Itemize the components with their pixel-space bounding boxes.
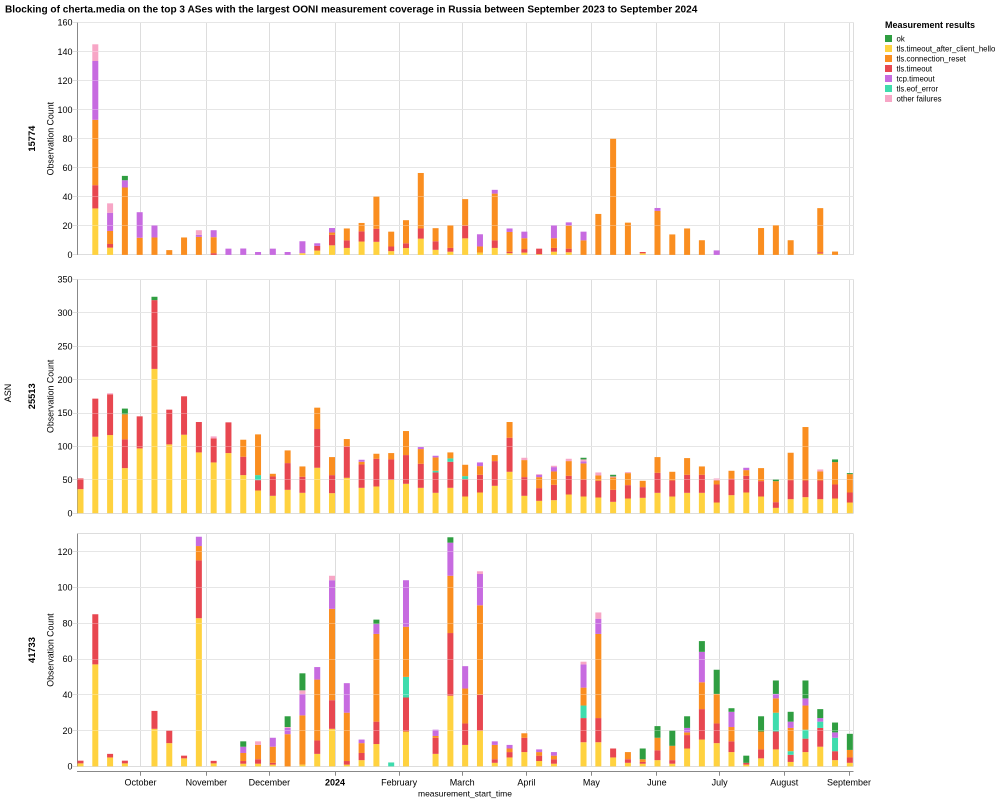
svg-text:140: 140 <box>57 47 72 57</box>
svg-text:20: 20 <box>62 221 72 231</box>
svg-text:November: November <box>186 778 228 788</box>
svg-text:February: February <box>381 778 418 788</box>
svg-text:50: 50 <box>62 475 72 485</box>
svg-text:150: 150 <box>57 408 72 418</box>
svg-text:measurement_start_time: measurement_start_time <box>418 789 512 799</box>
svg-text:20: 20 <box>62 726 72 736</box>
svg-text:0: 0 <box>67 250 72 260</box>
svg-text:Observation Count: Observation Count <box>46 359 56 433</box>
svg-text:December: December <box>249 778 291 788</box>
svg-text:June: June <box>647 778 667 788</box>
svg-text:other failures: other failures <box>897 95 942 104</box>
svg-text:October: October <box>124 778 156 788</box>
svg-text:120: 120 <box>57 76 72 86</box>
svg-text:ASN: ASN <box>3 384 13 403</box>
svg-text:Blocking of cherta.media on th: Blocking of cherta.media on the top 3 AS… <box>5 5 698 16</box>
svg-text:March: March <box>450 778 475 788</box>
svg-text:350: 350 <box>57 275 72 285</box>
svg-text:100: 100 <box>57 442 72 452</box>
svg-text:25513: 25513 <box>27 383 37 409</box>
svg-text:0: 0 <box>67 508 72 518</box>
svg-text:ok: ok <box>897 35 905 44</box>
svg-text:September: September <box>827 778 871 788</box>
svg-text:40: 40 <box>62 690 72 700</box>
svg-text:Observation Count: Observation Count <box>46 101 56 175</box>
svg-text:August: August <box>770 778 799 788</box>
svg-text:200: 200 <box>57 375 72 385</box>
svg-text:40: 40 <box>62 192 72 202</box>
svg-text:tls.timeout: tls.timeout <box>897 65 933 74</box>
svg-text:2024: 2024 <box>325 778 345 788</box>
svg-text:41733: 41733 <box>27 637 37 663</box>
svg-text:160: 160 <box>57 18 72 28</box>
svg-text:Measurement results: Measurement results <box>885 20 975 30</box>
svg-text:April: April <box>517 778 535 788</box>
svg-text:100: 100 <box>57 583 72 593</box>
svg-text:15774: 15774 <box>27 125 37 152</box>
svg-text:tls.connection_reset: tls.connection_reset <box>897 55 967 64</box>
svg-text:80: 80 <box>62 618 72 628</box>
svg-text:250: 250 <box>57 341 72 351</box>
svg-text:tls.timeout_after_client_hello: tls.timeout_after_client_hello <box>897 45 996 54</box>
svg-text:May: May <box>583 778 601 788</box>
svg-text:120: 120 <box>57 547 72 557</box>
svg-text:tls.eof_error: tls.eof_error <box>897 85 939 94</box>
svg-text:300: 300 <box>57 308 72 318</box>
svg-text:60: 60 <box>62 654 72 664</box>
svg-text:Observation Count: Observation Count <box>46 613 56 687</box>
svg-text:100: 100 <box>57 105 72 115</box>
svg-text:0: 0 <box>67 762 72 772</box>
svg-text:tcp.timeout: tcp.timeout <box>897 75 936 84</box>
svg-text:July: July <box>712 778 729 788</box>
svg-text:60: 60 <box>62 163 72 173</box>
svg-text:80: 80 <box>62 134 72 144</box>
